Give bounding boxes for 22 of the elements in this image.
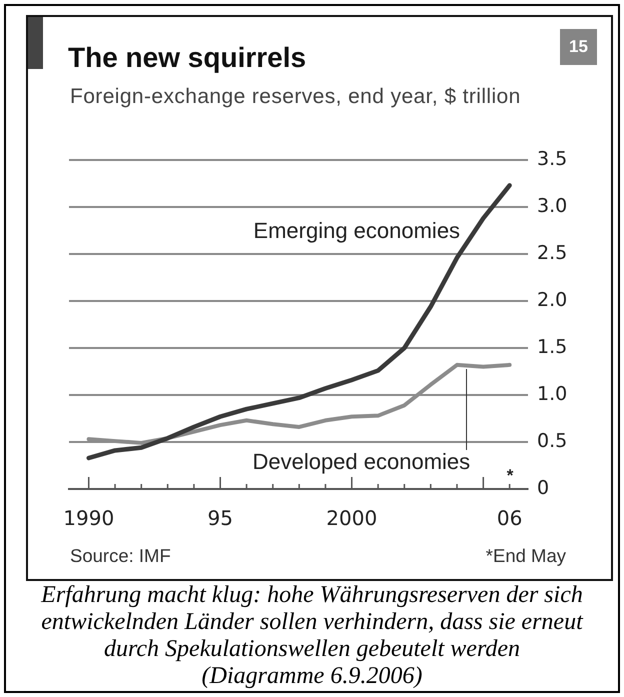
chart-title: The new squirrels — [68, 42, 306, 74]
number-badge: 15 — [560, 29, 597, 65]
chart-subtitle: Foreign-exchange reserves, end year, $ trillion — [70, 85, 521, 109]
series-label: Emerging economies — [253, 218, 460, 244]
y-tick-label: 3.5 — [537, 148, 568, 170]
y-tick-label: 0.5 — [537, 430, 568, 452]
y-tick-label: 3.0 — [537, 194, 568, 217]
x-tick-label: 2000 — [326, 506, 378, 530]
x-tick-label: 1990 — [63, 506, 114, 530]
y-tick-label: 1.0 — [537, 382, 568, 405]
text: Erfahrung macht klug: hohe Währungsreserven der sich entwickelnden Länder sollen verhindern, dass sie erneut durch Spekulationswellen gebeutelt werden — [40, 582, 584, 663]
text: (Diagramme 6.9.2006) — [200, 663, 424, 690]
text: *End May — [486, 545, 566, 567]
y-tick-label: 2.5 — [537, 242, 568, 264]
series-label: Developed economies — [252, 449, 470, 474]
y-tick-label: 0 — [537, 476, 550, 499]
y-tick-label: 2.0 — [537, 288, 568, 311]
x-tick-label: 06 — [496, 506, 522, 530]
y-tick-label: 1.5 — [537, 336, 568, 358]
annotation: * — [506, 466, 514, 485]
source-note: Source: IMF — [70, 545, 171, 567]
x-tick-label: 95 — [208, 506, 233, 530]
